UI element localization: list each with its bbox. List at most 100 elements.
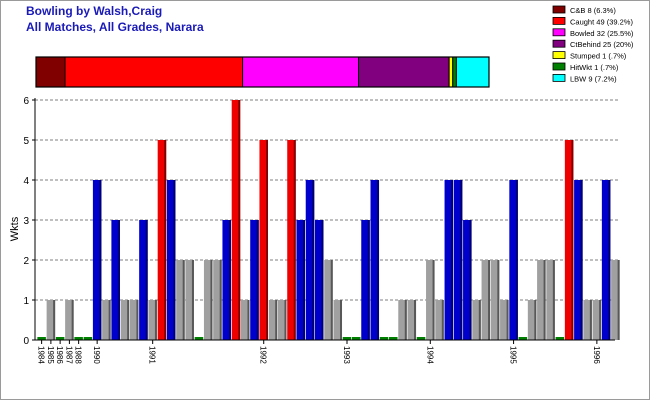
wicket-bar [342,337,352,340]
x-year-label: 1988 [74,346,83,364]
y-axis-label: Wkts [9,216,21,241]
wicket-bar [407,300,417,340]
wicket-bar-shade [127,300,130,340]
wicket-bar-shade [321,220,324,340]
x-year-label: 1995 [509,346,518,364]
wicket-bar-shade [302,220,305,340]
wicket-bar [296,220,305,340]
wicket-bar-shade [534,300,537,340]
wicket-bar-shade [580,180,583,340]
wicket-bar-shade [210,260,213,340]
wicket-bar [74,337,83,340]
wicket-bar [472,300,481,340]
wicket-bar-shade [330,260,333,340]
wicket-bar [111,220,120,340]
wicket-bar-shade [460,180,463,340]
wicket-bar-shade [617,260,620,340]
wicket-bar [176,260,185,340]
wicket-bar-shade [506,300,509,340]
wicket-bar [148,300,157,340]
wicket-bar-shade [312,180,315,340]
wicket-bar [352,337,361,340]
wicket-bar [250,220,259,340]
wicket-bar [361,220,370,340]
wicket-bar-shade [154,300,157,340]
y-tick-label: 5 [23,136,29,147]
x-year-label: 1992 [259,346,268,364]
wicket-bar-shade [265,140,268,340]
wicket-bar [435,300,444,340]
legend-label-lbw: LBW 9 (7.2%) [570,74,617,83]
wicket-bar [92,180,102,340]
legend-label-ctbehind: CtBehind 25 (20%) [570,40,634,49]
wicket-bar [102,300,111,340]
wicket-bar-shade [340,300,343,340]
wicket-bar-shade [515,180,518,340]
legend-label-bowled: Bowled 32 (25.5%) [570,29,634,38]
x-year-label: 1996 [592,346,601,364]
wicket-bar-shade [247,300,250,340]
wicket-bar [83,337,93,340]
wicket-bar-shade [99,180,102,340]
wicket-bar-shade [136,300,139,340]
wicket-bar-shade [497,260,500,340]
wicket-bar [453,180,463,340]
wicket-bar-shade [367,220,370,340]
wicket-bar [287,140,296,340]
x-year-label: 1991 [148,346,157,364]
wicket-bar-shade [71,300,74,340]
wicket-bar [574,180,583,340]
wicket-bar [213,260,222,340]
wicket-bar [305,180,315,340]
y-tick-label: 0 [23,336,29,347]
wicket-bar-shade [164,140,167,340]
stack-segment-bowled [242,56,360,88]
legend-swatch-ctbehind [552,39,566,48]
wicket-bar-shade [256,220,259,340]
wicket-bar-shade [478,300,481,340]
legend-swatch-caught [552,16,566,25]
x-year-label: 1986 [55,346,64,364]
legend-label-c&b: C&B 8 (6.3%) [570,6,616,15]
wicket-bar [583,300,592,340]
wicket-bar-shade [275,300,278,340]
wicket-bar [185,260,194,340]
x-year-label: 1990 [92,346,101,364]
wicket-bar [416,337,426,340]
wicket-bar-shade [108,300,111,340]
wicket-bar [194,337,204,340]
legend-label-caught: Caught 49 (39.2%) [570,17,633,26]
wicket-bar-shade [284,300,287,340]
wicket-bar [166,180,176,340]
legend-label-hitwkt: HitWkt 1 (.7%) [570,63,619,72]
wicket-bar [546,260,555,340]
wicket-bar [231,100,241,340]
wicket-bar-shade [488,260,491,340]
wicket-bar [240,300,250,340]
wicket-bar [564,140,574,340]
chart-title: Bowling by Walsh,Craig [26,4,163,18]
stack-outline [35,56,490,88]
wicket-bar-shade [414,300,417,340]
x-year-label: 1987 [64,346,73,364]
wicket-bar [222,220,231,340]
wicket-bar [500,300,509,340]
y-tick-label: 2 [23,256,29,267]
x-year-label: 1994 [425,346,434,364]
wicket-bar [370,180,380,340]
y-tick-label: 4 [23,176,29,187]
wicket-bar [379,337,389,340]
wicket-bar [259,140,268,340]
wicket-bar [592,300,602,340]
stack-segment-hitwkt [452,56,457,88]
wicket-bar [509,180,518,340]
wicket-bar [139,220,148,340]
wicket-bar [37,337,46,340]
stack-segment-c&b [35,56,66,88]
wicket-bar-shade [182,260,185,340]
wicket-bar-shade [238,100,241,340]
wicket-bar-shade [191,260,194,340]
wicket-bar [389,337,398,340]
wicket-bar [537,260,546,340]
wicket-bar-shade [377,180,380,340]
